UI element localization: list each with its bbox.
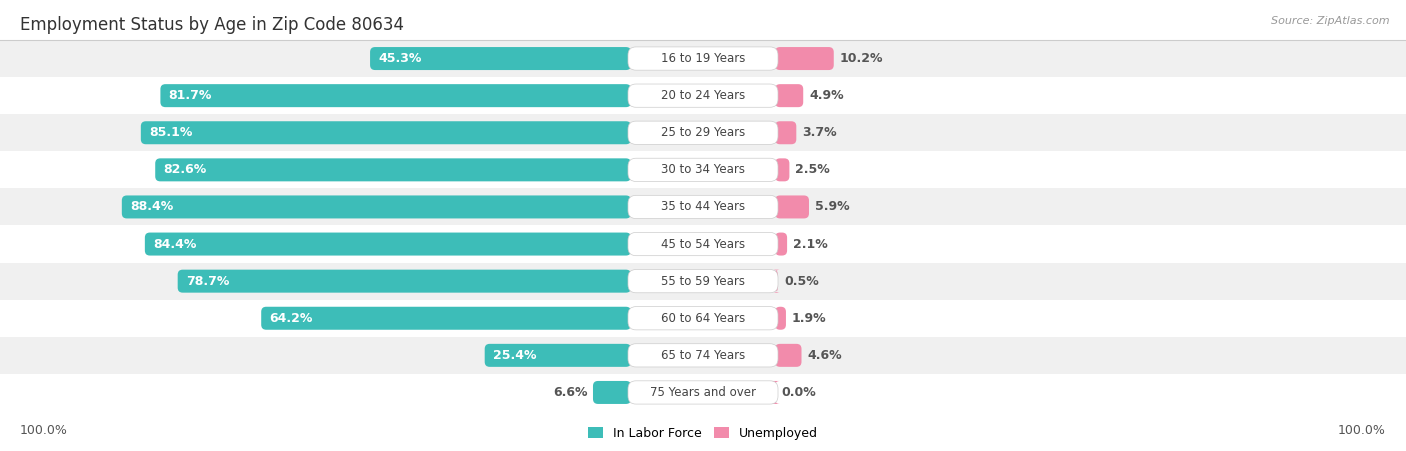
Text: 4.9%: 4.9%	[810, 89, 844, 102]
Text: 64.2%: 64.2%	[269, 312, 312, 325]
Bar	[0, 40, 1406, 77]
Text: 20 to 24 Years: 20 to 24 Years	[661, 89, 745, 102]
FancyBboxPatch shape	[775, 158, 789, 181]
FancyBboxPatch shape	[485, 344, 631, 367]
FancyBboxPatch shape	[628, 121, 778, 144]
Text: 100.0%: 100.0%	[20, 424, 67, 437]
Text: 30 to 34 Years: 30 to 34 Years	[661, 163, 745, 176]
FancyBboxPatch shape	[370, 47, 631, 70]
Text: 6.6%: 6.6%	[554, 386, 588, 399]
FancyBboxPatch shape	[122, 195, 631, 218]
Bar	[0, 262, 1406, 300]
Text: 5.9%: 5.9%	[815, 200, 849, 213]
Bar	[0, 189, 1406, 226]
Text: 25.4%: 25.4%	[492, 349, 536, 362]
Bar	[0, 151, 1406, 189]
Bar	[0, 114, 1406, 151]
Text: 35 to 44 Years: 35 to 44 Years	[661, 200, 745, 213]
FancyBboxPatch shape	[775, 47, 834, 70]
Bar	[0, 77, 1406, 114]
FancyBboxPatch shape	[775, 233, 787, 256]
FancyBboxPatch shape	[593, 381, 631, 404]
FancyBboxPatch shape	[160, 84, 631, 107]
Text: 55 to 59 Years: 55 to 59 Years	[661, 275, 745, 288]
Text: 0.5%: 0.5%	[785, 275, 818, 288]
Text: 2.5%: 2.5%	[796, 163, 830, 176]
Text: 100.0%: 100.0%	[1339, 424, 1386, 437]
FancyBboxPatch shape	[773, 270, 780, 293]
FancyBboxPatch shape	[262, 307, 631, 330]
Bar	[0, 374, 1406, 411]
Text: 65 to 74 Years: 65 to 74 Years	[661, 349, 745, 362]
Text: Employment Status by Age in Zip Code 80634: Employment Status by Age in Zip Code 806…	[20, 16, 404, 34]
FancyBboxPatch shape	[775, 121, 796, 144]
FancyBboxPatch shape	[770, 381, 780, 404]
FancyBboxPatch shape	[141, 121, 631, 144]
Text: 81.7%: 81.7%	[169, 89, 212, 102]
Text: 1.9%: 1.9%	[792, 312, 827, 325]
Text: Source: ZipAtlas.com: Source: ZipAtlas.com	[1271, 16, 1391, 26]
FancyBboxPatch shape	[628, 307, 778, 330]
Text: 82.6%: 82.6%	[163, 163, 207, 176]
FancyBboxPatch shape	[628, 270, 778, 293]
Text: 0.0%: 0.0%	[780, 386, 815, 399]
Bar	[0, 226, 1406, 262]
FancyBboxPatch shape	[628, 84, 778, 107]
Text: 45 to 54 Years: 45 to 54 Years	[661, 238, 745, 251]
Text: 85.1%: 85.1%	[149, 126, 193, 139]
Text: 10.2%: 10.2%	[839, 52, 883, 65]
Text: 78.7%: 78.7%	[186, 275, 229, 288]
FancyBboxPatch shape	[145, 233, 631, 256]
FancyBboxPatch shape	[628, 381, 778, 404]
Text: 25 to 29 Years: 25 to 29 Years	[661, 126, 745, 139]
FancyBboxPatch shape	[628, 47, 778, 70]
Legend: In Labor Force, Unemployed: In Labor Force, Unemployed	[583, 422, 823, 445]
Text: 4.6%: 4.6%	[807, 349, 842, 362]
Bar	[0, 337, 1406, 374]
Text: 60 to 64 Years: 60 to 64 Years	[661, 312, 745, 325]
FancyBboxPatch shape	[775, 344, 801, 367]
Text: 45.3%: 45.3%	[378, 52, 422, 65]
FancyBboxPatch shape	[775, 195, 808, 218]
FancyBboxPatch shape	[155, 158, 631, 181]
FancyBboxPatch shape	[628, 195, 778, 219]
Text: 3.7%: 3.7%	[803, 126, 837, 139]
FancyBboxPatch shape	[775, 84, 803, 107]
FancyBboxPatch shape	[628, 232, 778, 256]
Text: 84.4%: 84.4%	[153, 238, 197, 251]
Text: 75 Years and over: 75 Years and over	[650, 386, 756, 399]
FancyBboxPatch shape	[177, 270, 631, 293]
Text: 16 to 19 Years: 16 to 19 Years	[661, 52, 745, 65]
FancyBboxPatch shape	[628, 344, 778, 367]
Bar	[0, 300, 1406, 337]
FancyBboxPatch shape	[628, 158, 778, 181]
Text: 2.1%: 2.1%	[793, 238, 828, 251]
Text: 88.4%: 88.4%	[129, 200, 173, 213]
FancyBboxPatch shape	[775, 307, 786, 330]
